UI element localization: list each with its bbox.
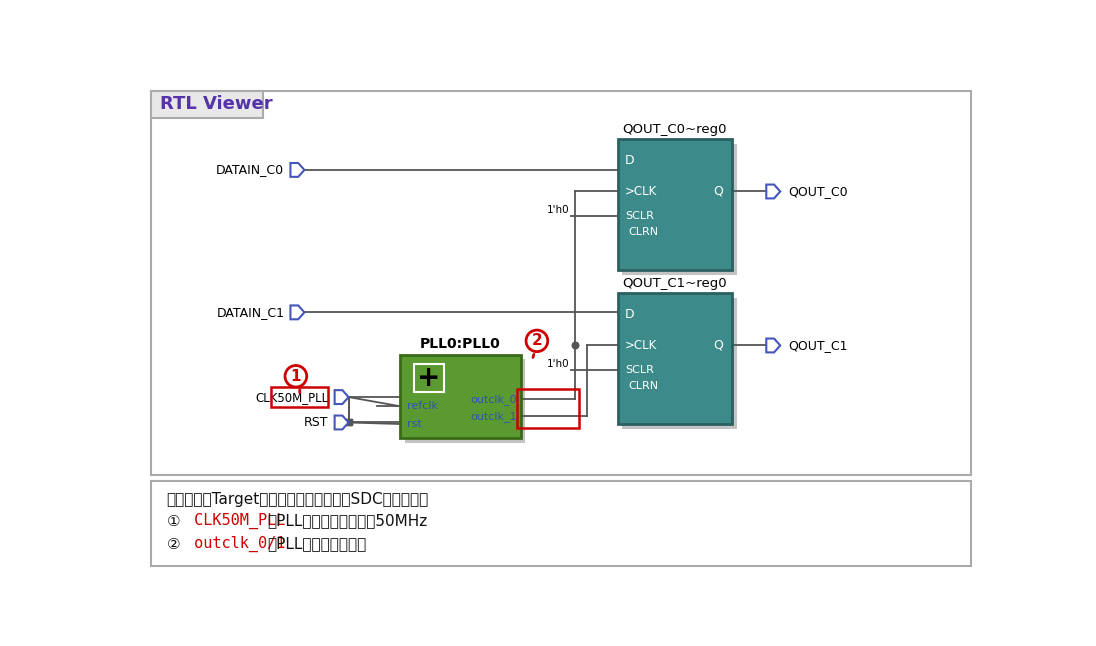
Text: SCLR: SCLR [625, 365, 654, 375]
Text: CLK50M_PLL: CLK50M_PLL [185, 513, 285, 529]
Bar [271, 387, 329, 407]
Polygon shape [334, 390, 349, 404]
Text: ：PLLへの入力クロック50MHz: ：PLLへの入力クロック50MHz [267, 514, 427, 528]
Text: ①: ① [167, 514, 180, 528]
Text: 1: 1 [290, 369, 301, 384]
Text: rst: rst [407, 419, 422, 429]
Text: QOUT_C0~reg0: QOUT_C0~reg0 [623, 123, 727, 136]
Text: 1'h0: 1'h0 [547, 205, 570, 214]
Circle shape [285, 366, 307, 387]
Text: 2: 2 [532, 333, 543, 348]
Bar [414, 364, 444, 391]
Text: >CLK: >CLK [625, 185, 658, 198]
Text: QOUT_C1~reg0: QOUT_C1~reg0 [623, 277, 727, 291]
Text: QOUT_C0: QOUT_C0 [788, 185, 847, 198]
Circle shape [526, 330, 548, 351]
Polygon shape [334, 415, 349, 430]
Bar [406, 359, 525, 443]
Text: outclk_0: outclk_0 [470, 394, 517, 405]
Text: DATAIN_C0: DATAIN_C0 [216, 163, 284, 176]
Text: refclk: refclk [407, 401, 437, 412]
Text: D: D [625, 154, 635, 167]
Bar [516, 390, 579, 428]
Text: CLRN: CLRN [628, 380, 659, 391]
Text: outclk_1: outclk_1 [470, 411, 517, 422]
Text: PLL0:PLL0: PLL0:PLL0 [420, 337, 501, 351]
Text: CLRN: CLRN [628, 227, 659, 236]
Text: ②: ② [167, 537, 180, 552]
Text: 1'h0: 1'h0 [547, 359, 570, 369]
Text: RTL Viewer: RTL Viewer [160, 96, 273, 114]
Text: 上図赤枠のTargetに対して下記の番号のSDC制約を設定: 上図赤枠のTargetに対して下記の番号のSDC制約を設定 [167, 492, 429, 507]
Polygon shape [290, 306, 305, 319]
Bar [623, 144, 737, 275]
Bar [623, 298, 737, 429]
Text: D: D [625, 308, 635, 321]
Text: Q: Q [713, 185, 723, 198]
Bar [617, 293, 732, 424]
Text: DATAIN_C1: DATAIN_C1 [216, 306, 284, 319]
Text: QOUT_C1: QOUT_C1 [788, 339, 847, 352]
Text: ：PLLの出力クロック: ：PLLの出力クロック [267, 537, 366, 552]
Text: >CLK: >CLK [625, 339, 658, 352]
Text: Q: Q [713, 339, 723, 352]
Text: CLK50M_PLL: CLK50M_PLL [255, 391, 329, 404]
Bar [151, 91, 263, 118]
Polygon shape [766, 339, 780, 353]
Bar [617, 139, 732, 270]
Bar [400, 355, 521, 438]
Polygon shape [766, 185, 780, 198]
Text: SCLR: SCLR [625, 211, 654, 221]
Bar [151, 481, 971, 566]
Bar [151, 91, 971, 475]
Polygon shape [290, 163, 305, 177]
Text: RST: RST [304, 416, 329, 429]
Text: outclk_0/1: outclk_0/1 [185, 536, 285, 552]
Text: +: + [418, 364, 441, 392]
